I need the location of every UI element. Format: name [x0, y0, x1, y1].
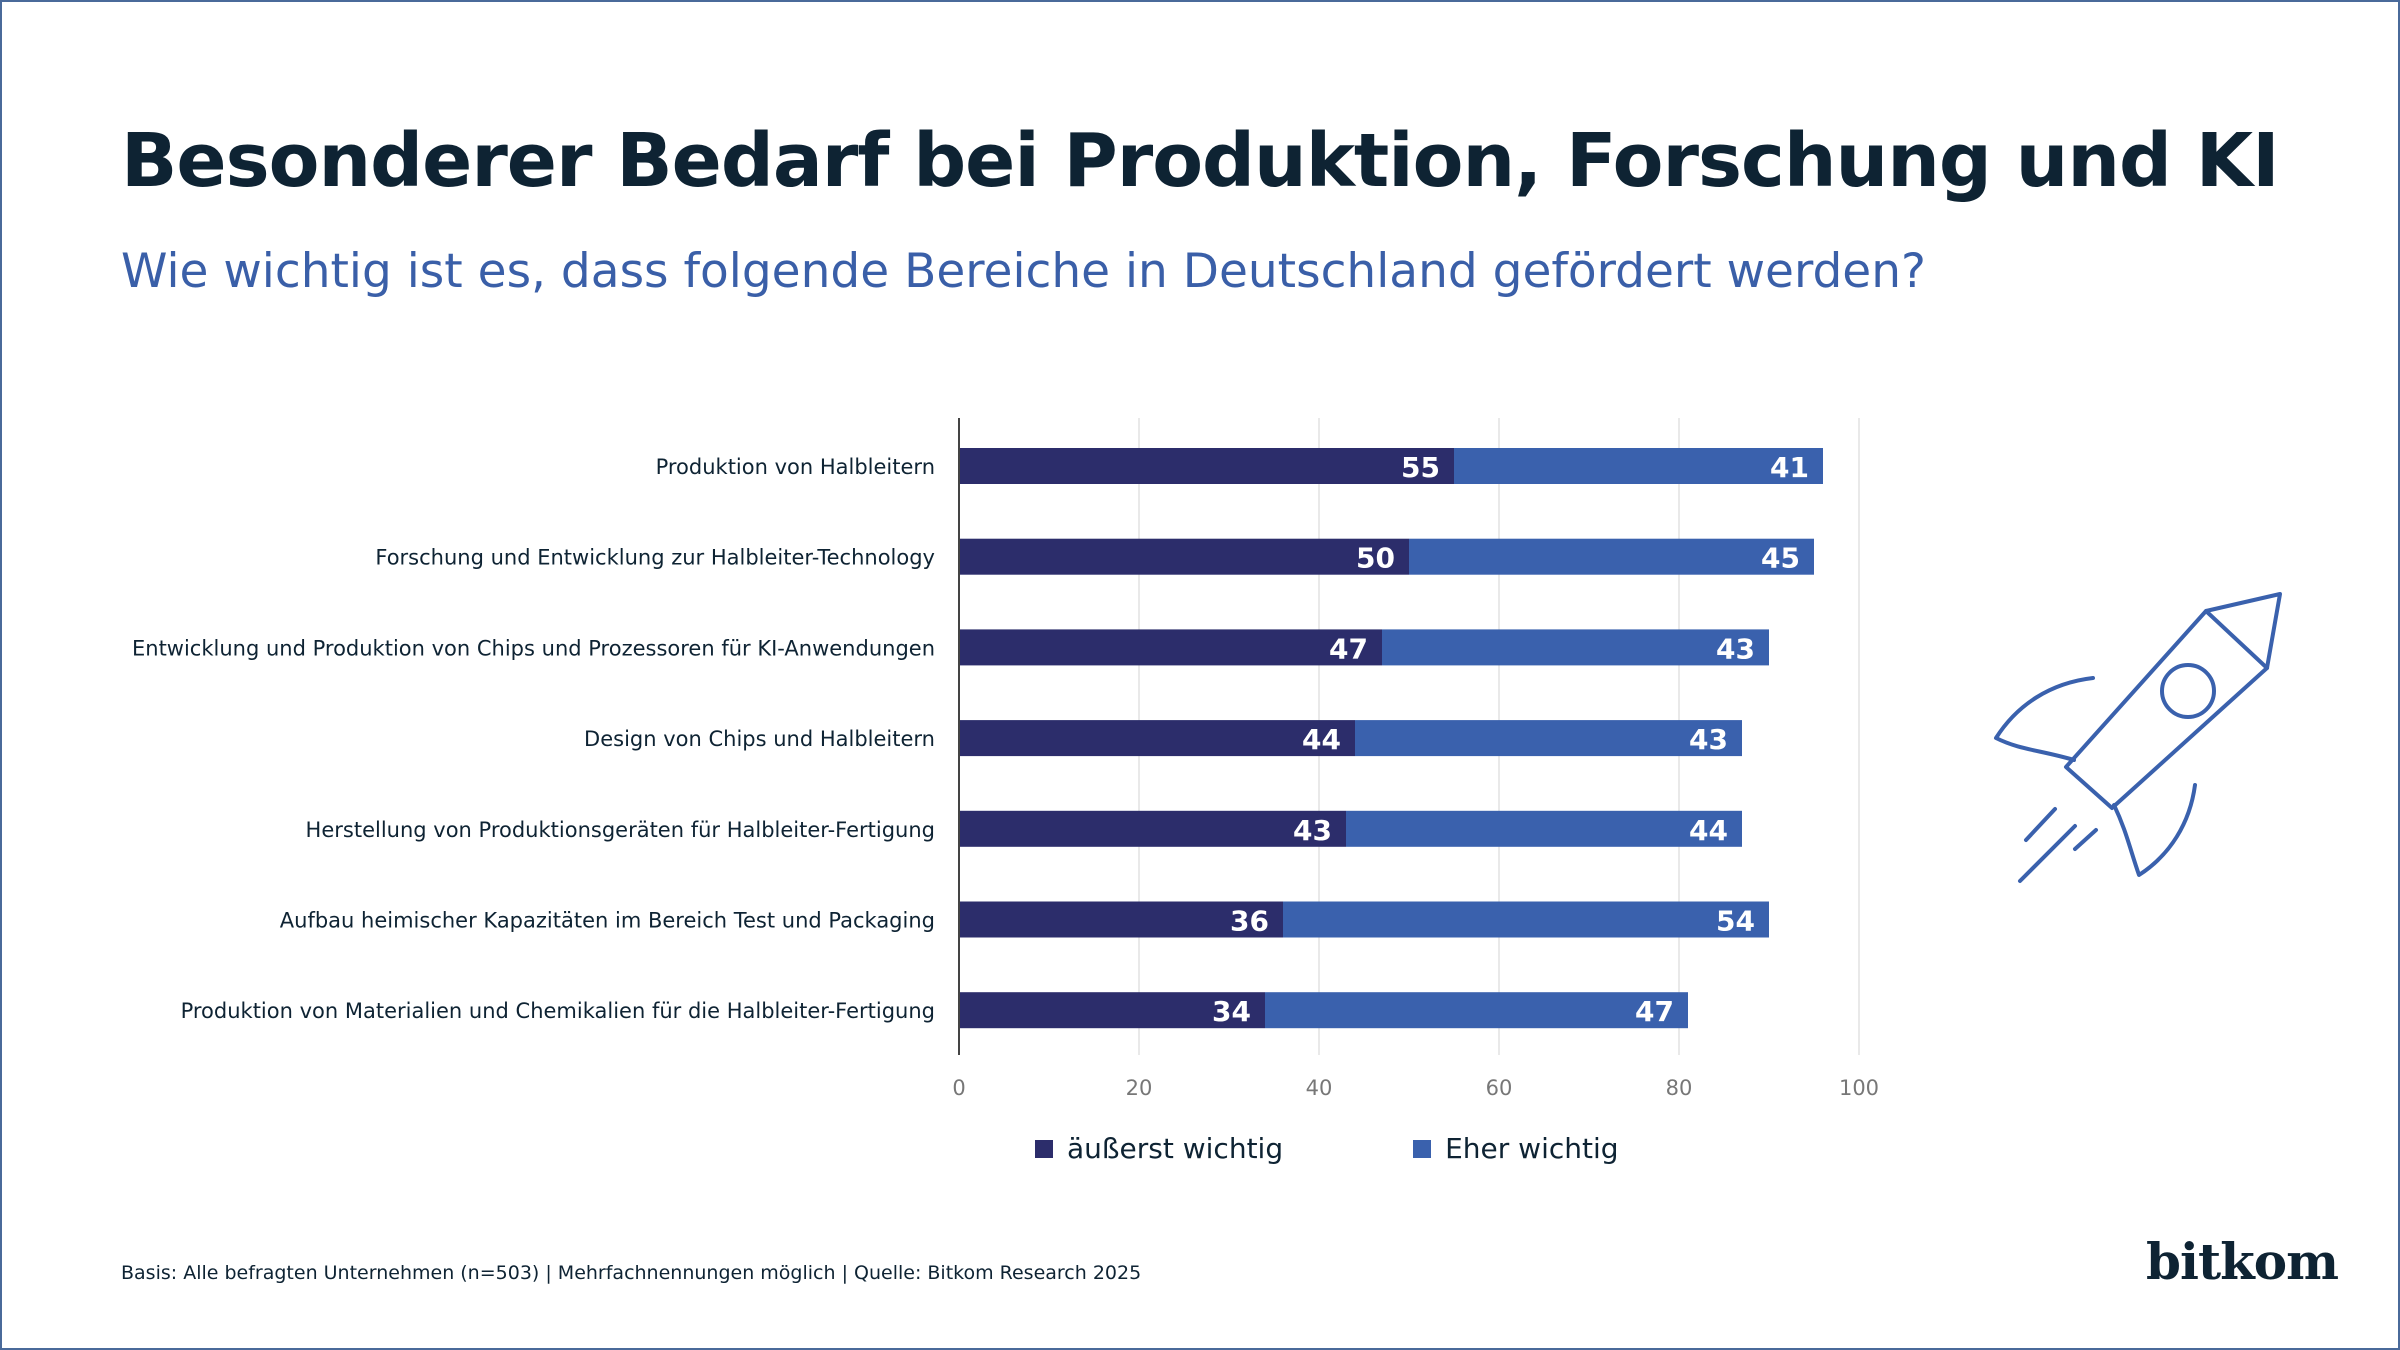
x-tick-label: 100 — [1839, 1076, 1879, 1100]
x-tick-label: 40 — [1306, 1076, 1333, 1100]
legend-swatch-series-1 — [1035, 1139, 1053, 1158]
category-label: Produktion von Materialien und Chemikali… — [181, 999, 935, 1023]
bar-series-2 — [1409, 538, 1814, 575]
data-label: 36 — [1230, 905, 1269, 938]
x-tick-label: 20 — [1126, 1076, 1153, 1100]
bar-series-2 — [1346, 810, 1742, 847]
category-label: Forschung und Entwicklung zur Halbleiter… — [375, 546, 935, 570]
data-label: 50 — [1356, 542, 1395, 575]
bar-series-2 — [1265, 992, 1688, 1029]
data-label: 34 — [1212, 995, 1251, 1028]
legend-item-series-2: Eher wichtig — [1413, 1132, 1619, 1165]
source-footnote: Basis: Alle befragten Unternehmen (n=503… — [121, 1262, 1142, 1284]
data-label: 43 — [1716, 632, 1755, 665]
bitkom-logo: bitkom — [2146, 1232, 2339, 1291]
x-tick-label: 80 — [1666, 1076, 1693, 1100]
bar-series-1 — [959, 720, 1355, 757]
bar-series-2 — [1283, 901, 1769, 938]
x-tick-label: 60 — [1486, 1076, 1513, 1100]
bar-series-1 — [959, 448, 1454, 484]
data-label: 44 — [1689, 814, 1728, 847]
bar-series-1 — [959, 992, 1265, 1029]
bar-series-1 — [959, 810, 1346, 847]
legend-swatch-series-2 — [1413, 1139, 1432, 1158]
data-label: 45 — [1761, 542, 1800, 575]
data-label: 43 — [1689, 723, 1728, 756]
data-label: 44 — [1302, 723, 1341, 756]
category-label: Entwicklung und Produktion von Chips und… — [132, 636, 935, 660]
bar-series-2 — [1355, 720, 1742, 757]
data-label: 43 — [1293, 814, 1332, 847]
category-label: Aufbau heimischer Kapazitäten im Bereich… — [280, 909, 935, 933]
data-label: 55 — [1401, 451, 1440, 484]
bar-series-1 — [959, 538, 1409, 575]
legend-label-series-2: Eher wichtig — [1445, 1132, 1619, 1165]
legend-label-series-1: äußerst wichtig — [1067, 1132, 1284, 1165]
data-label: 41 — [1770, 451, 1809, 484]
rocket-icon — [1994, 592, 2282, 883]
x-tick-label: 0 — [952, 1076, 965, 1100]
legend-item-series-1: äußerst wichtig — [1035, 1132, 1283, 1165]
bar-series-2 — [1382, 629, 1769, 666]
bar-series-1 — [959, 629, 1382, 666]
data-label: 47 — [1329, 632, 1368, 665]
data-label: 54 — [1716, 905, 1755, 938]
category-label: Design von Chips und Halbleitern — [584, 727, 935, 751]
bar-series-1 — [959, 901, 1283, 938]
data-label: 47 — [1635, 995, 1674, 1028]
legend: äußerst wichtig Eher wichtig — [1035, 1132, 1619, 1165]
category-label: Produktion von Halbleitern — [656, 455, 935, 479]
chart-title: Besonderer Bedarf bei Produktion, Forsch… — [121, 118, 2280, 204]
chart-subtitle: Wie wichtig ist es, dass folgende Bereic… — [121, 244, 1926, 299]
bar-series-2 — [1454, 448, 1823, 484]
category-label: Herstellung von Produktionsgeräten für H… — [306, 818, 935, 842]
